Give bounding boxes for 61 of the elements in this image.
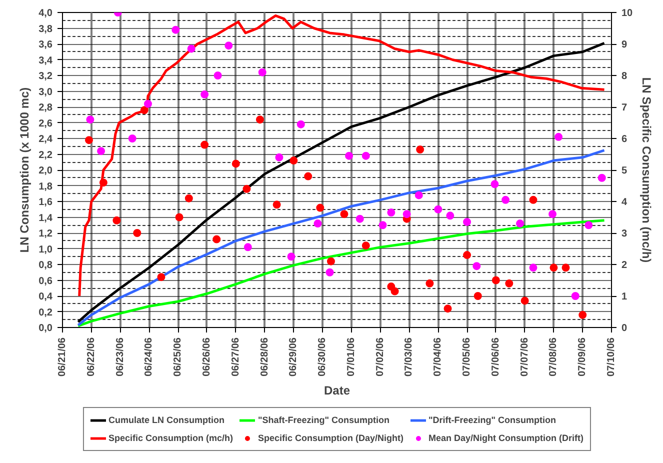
y-tick-label: 1,6 <box>38 197 53 208</box>
y2-axis-title: LN Specific Consumption (mc/h) <box>640 77 654 263</box>
y2-tick-label: 5 <box>622 166 628 176</box>
legend-label: Cumulate LN Consumption <box>108 414 224 426</box>
x-tick-label: 07/02/06 <box>374 337 386 376</box>
x-tick-label: 07/07/06 <box>519 337 530 376</box>
y2-tick-label: 2 <box>622 260 628 271</box>
y-tick-label: 2,2 <box>38 150 53 161</box>
y-axis-title: LN Consumption (x 1000 mc) <box>18 87 32 253</box>
y-tick-label: 2,6 <box>38 118 53 130</box>
legend-label: Specific Consumption (mc/h) <box>108 432 233 444</box>
y-tick-label: 1,2 <box>38 228 53 240</box>
legend-label: "Shaft-Freezing" Consumption <box>258 414 390 426</box>
y-tick-label: 3,6 <box>38 40 53 50</box>
y-tick-label: 3,0 <box>38 86 53 98</box>
y2-tick-label: 6 <box>622 134 628 145</box>
legend-label: Specific Consumption (Day/Night) <box>258 432 404 444</box>
y2-tick-label: 8 <box>622 71 628 82</box>
y-tick-label: 3,2 <box>38 71 53 82</box>
y-tick-label: 1,0 <box>38 244 53 256</box>
x-tick-label: 07/03/06 <box>404 337 415 376</box>
y-tick-label: 2,8 <box>38 102 53 114</box>
y-tick-label: 3,8 <box>38 24 53 35</box>
x-tick-label: 07/06/06 <box>490 337 502 376</box>
x-tick-label: 07/01/06 <box>346 337 357 376</box>
y-tick-label: 4,0 <box>38 8 53 19</box>
x-tick-label: 07/10/06 <box>606 337 617 376</box>
y2-tick-label: 9 <box>622 40 628 50</box>
y-tick-label: 0,0 <box>38 323 53 334</box>
x-tick-label: 06/29/06 <box>288 337 300 376</box>
y-tick-label: 1,4 <box>38 212 53 224</box>
y-tick-label: 2,0 <box>38 166 53 176</box>
x-tick-label: 06/23/06 <box>114 337 126 376</box>
y-tick-label: 2,4 <box>38 134 53 145</box>
x-tick-label: 06/25/06 <box>172 337 184 376</box>
y-tick-label: 0,4 <box>38 292 53 302</box>
legend-label: "Drift-Freezing" Consumption <box>428 414 556 426</box>
y2-tick-label: 0 <box>622 323 628 334</box>
x-tick-label: 07/05/06 <box>462 337 473 376</box>
y2-tick-label: 4 <box>622 197 628 208</box>
y2-tick-label: 10 <box>622 8 634 19</box>
y-tick-label: 0,8 <box>38 260 53 271</box>
y2-tick-label: 7 <box>622 102 628 114</box>
legend-label: Mean Day/Night Consumption (Drift) <box>428 432 584 444</box>
y-tick-label: 0,2 <box>38 307 53 318</box>
y2-tick-label: 3 <box>622 228 628 240</box>
x-axis-title: Date <box>324 383 350 398</box>
x-tick-label: 07/08/06 <box>548 337 560 376</box>
x-tick-label: 06/28/06 <box>259 337 270 376</box>
y-tick-label: 1,8 <box>38 181 53 192</box>
x-tick-label: 07/04/06 <box>432 337 444 376</box>
x-tick-label: 06/24/06 <box>144 337 155 376</box>
x-tick-label: 06/26/06 <box>201 337 212 376</box>
x-tick-label: 07/09/06 <box>577 337 588 376</box>
y-tick-label: 3,4 <box>38 55 53 66</box>
y-tick-label: 0,6 <box>38 276 53 287</box>
x-tick-label: 06/27/06 <box>230 337 242 376</box>
x-tick-label: 06/22/06 <box>86 337 97 376</box>
x-tick-label: 06/30/06 <box>317 337 328 376</box>
x-tick-label: 06/21/06 <box>57 337 68 376</box>
y2-tick-label: 1 <box>622 292 628 302</box>
